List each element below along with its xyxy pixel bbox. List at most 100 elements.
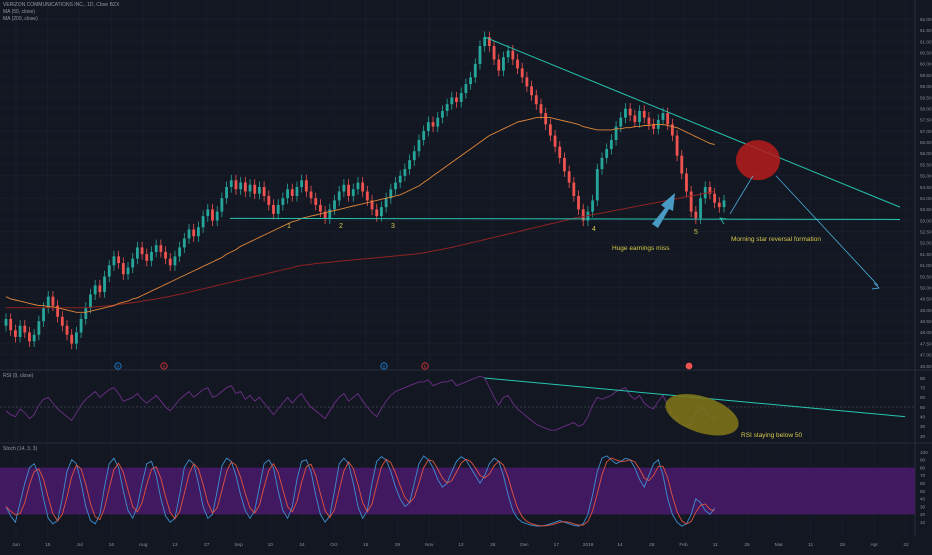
candle-body bbox=[46, 296, 50, 308]
candle-body bbox=[487, 37, 491, 47]
candle-body bbox=[605, 148, 609, 158]
candle-body bbox=[534, 95, 538, 105]
candle-body bbox=[267, 195, 271, 205]
candle-body bbox=[168, 258, 172, 266]
candle-body bbox=[253, 184, 257, 194]
price-tick-label: 50.00 bbox=[920, 285, 932, 290]
event-marker-icon bbox=[160, 362, 168, 370]
time-tick-label: Jul bbox=[77, 542, 83, 548]
time-tick-label: Oct bbox=[330, 542, 338, 548]
candle-body bbox=[295, 187, 299, 196]
candle-body bbox=[70, 334, 74, 344]
price-tick-label: 47.00 bbox=[920, 353, 932, 358]
candle-body bbox=[577, 195, 580, 210]
candle-body bbox=[239, 182, 243, 190]
candle-body bbox=[473, 63, 477, 78]
point-label-2: 2 bbox=[339, 223, 343, 230]
time-tick-label: 12 bbox=[458, 542, 464, 548]
candle-body bbox=[229, 180, 233, 187]
earnings-miss-note: Huge earnings miss bbox=[612, 245, 670, 252]
candle-body bbox=[145, 254, 149, 261]
candle-body bbox=[380, 207, 383, 217]
target-ellipse bbox=[736, 140, 780, 181]
candle-body bbox=[389, 189, 393, 199]
rsi-highlight-ellipse bbox=[665, 393, 739, 436]
candle-body bbox=[553, 135, 557, 147]
candle-body bbox=[694, 211, 698, 219]
rsi-tick-label: 80 bbox=[920, 376, 926, 381]
candle-body bbox=[595, 169, 599, 201]
candle-body bbox=[192, 229, 196, 237]
time-tick-label: 28 bbox=[649, 542, 655, 548]
time-tick-label: Dec bbox=[520, 542, 529, 548]
candle-body bbox=[525, 77, 529, 87]
event-marker-label: E bbox=[424, 364, 427, 369]
price-tick-label: 60.00 bbox=[920, 62, 932, 67]
candle-body bbox=[356, 182, 360, 190]
stoch-d-line bbox=[5, 457, 715, 527]
candle-body bbox=[455, 97, 458, 102]
time-tick-label: Nov bbox=[425, 542, 434, 548]
candle-body bbox=[450, 97, 454, 105]
candle-body bbox=[666, 113, 670, 125]
rsi-tick-label: 30 bbox=[920, 424, 926, 429]
candle-body bbox=[154, 245, 158, 252]
candle-body bbox=[464, 84, 468, 94]
price-tick-label: 61.50 bbox=[920, 28, 932, 33]
price-tick-label: 62.00 bbox=[920, 17, 932, 22]
support-line bbox=[229, 217, 901, 220]
candle-body bbox=[483, 37, 487, 47]
candle-body bbox=[131, 258, 135, 268]
candle-body bbox=[412, 151, 416, 161]
time-tick-label: 13 bbox=[172, 542, 178, 548]
candle-body bbox=[225, 187, 228, 199]
stoch-tick-label: 10 bbox=[920, 520, 926, 525]
time-tick-label: Sep bbox=[234, 542, 243, 548]
stoch-band bbox=[0, 467, 915, 515]
candle-body bbox=[23, 325, 27, 333]
candle-body bbox=[328, 209, 332, 219]
candle-body bbox=[699, 198, 702, 219]
earnings-arrow-icon bbox=[652, 193, 675, 228]
time-tick-label: 10 bbox=[268, 542, 274, 548]
rsi-tick-label: 40 bbox=[920, 414, 926, 419]
candle-body bbox=[441, 110, 444, 118]
price-tick-label: 56.50 bbox=[920, 140, 932, 145]
event-marker-label: E bbox=[163, 364, 166, 369]
arrowhead-icon bbox=[871, 282, 880, 290]
time-tick-label: 11 bbox=[808, 542, 813, 548]
candle-body bbox=[361, 182, 365, 192]
time-tick-label: 26 bbox=[490, 542, 496, 548]
candle-body bbox=[459, 93, 463, 102]
candle-body bbox=[408, 160, 411, 170]
time-tick-label: 15 bbox=[45, 542, 51, 548]
candle-body bbox=[445, 104, 449, 111]
candle-body bbox=[281, 198, 285, 205]
candle-body bbox=[258, 187, 261, 194]
candle-body bbox=[4, 319, 8, 326]
candle-body bbox=[37, 321, 41, 335]
candle-body bbox=[422, 131, 426, 141]
price-tick-label: 49.00 bbox=[920, 308, 932, 313]
candle-body bbox=[713, 193, 717, 203]
candle-body bbox=[272, 204, 275, 214]
candle-body bbox=[140, 247, 144, 255]
event-marker-label: D bbox=[383, 364, 386, 369]
candle-body bbox=[117, 256, 121, 264]
price-tick-label: 52.00 bbox=[920, 241, 932, 246]
symbol-legend: VERIZON COMMUNICATIONS INC., 1D, Cboe BZ… bbox=[3, 2, 120, 8]
candle-body bbox=[323, 211, 327, 219]
price-tick-label: 61.00 bbox=[920, 39, 932, 44]
candle-body bbox=[492, 46, 496, 60]
price-tick-label: 56.00 bbox=[920, 151, 932, 156]
point-label-5: 5 bbox=[694, 229, 698, 236]
candle-body bbox=[211, 209, 214, 221]
time-tick-label: 16 bbox=[109, 542, 115, 548]
candle-body bbox=[567, 171, 571, 183]
candle-body bbox=[642, 110, 646, 118]
candle-body bbox=[394, 182, 397, 190]
candle-body bbox=[506, 50, 510, 58]
stoch-tick-label: 80 bbox=[920, 465, 926, 470]
candle-body bbox=[591, 200, 595, 212]
candle-body bbox=[511, 50, 515, 60]
